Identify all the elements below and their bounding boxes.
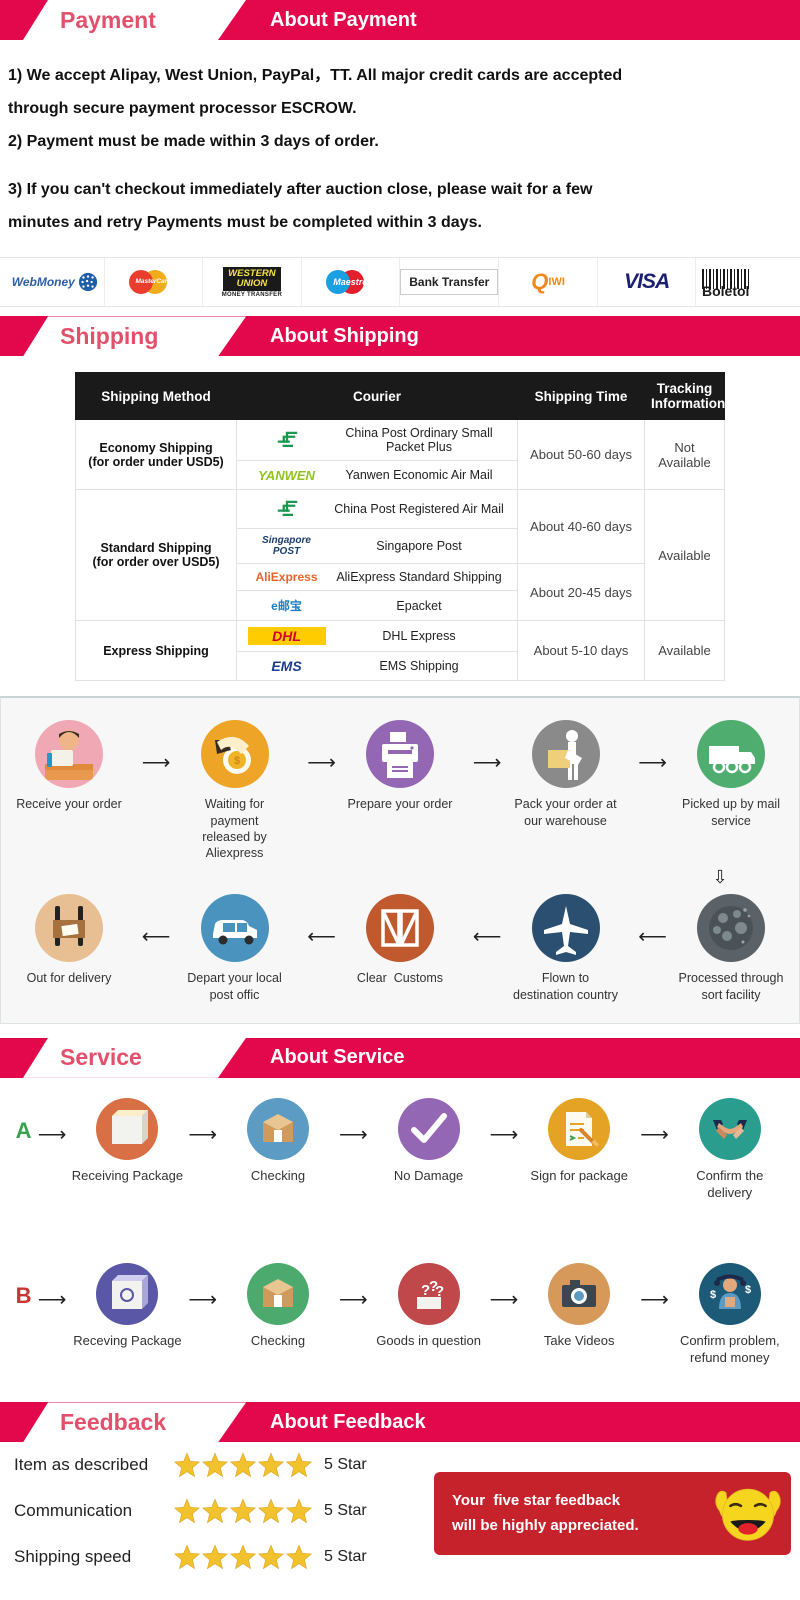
svg-text:$: $	[233, 755, 239, 767]
svg-text:Boletol: Boletol	[702, 283, 749, 297]
svg-text:$: $	[710, 1289, 716, 1301]
svg-text:?: ?	[435, 1283, 444, 1300]
svg-text:$: $	[745, 1284, 751, 1296]
